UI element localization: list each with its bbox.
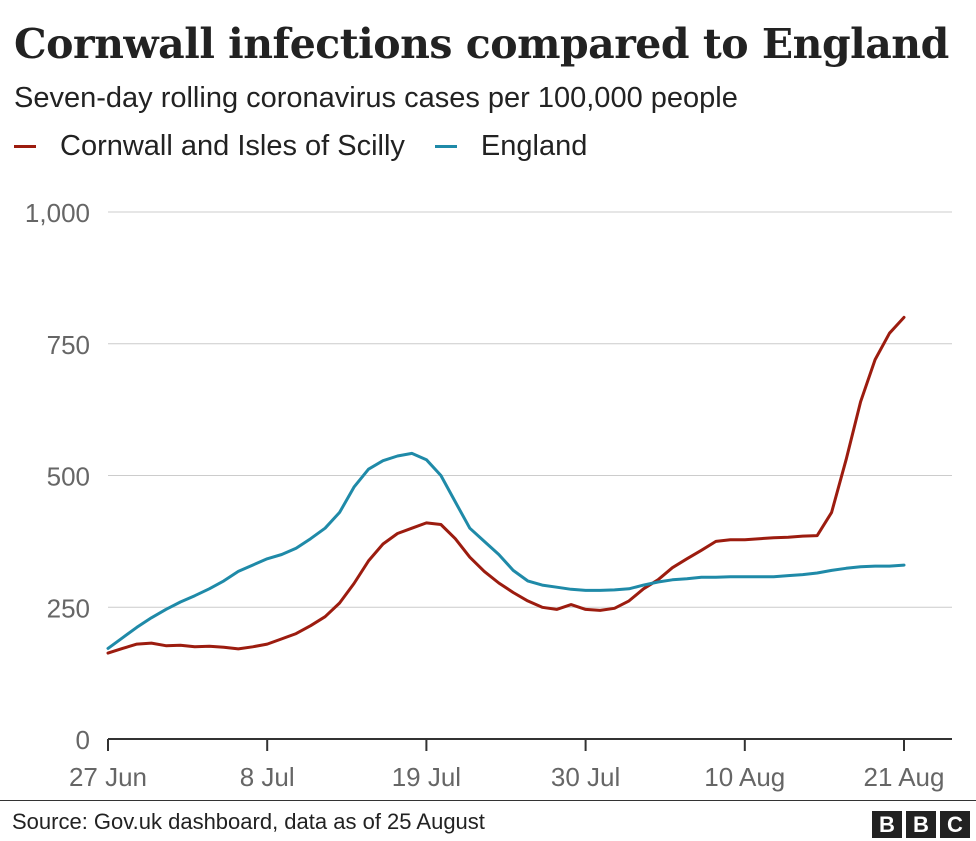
chart-legend: Cornwall and Isles of Scilly England xyxy=(14,130,617,163)
y-tick-label: 500 xyxy=(47,462,90,492)
y-tick-label: 250 xyxy=(47,593,90,623)
footer: Source: Gov.uk dashboard, data as of 25 … xyxy=(0,800,976,841)
x-tick-label: 30 Jul xyxy=(551,762,620,792)
legend-label-england: England xyxy=(480,130,588,162)
x-tick-label: 19 Jul xyxy=(392,762,461,792)
line-chart: 0 250 500 750 1,000 27 Jun 8 Jul 19 Jul 30 Jul 10… xyxy=(25,198,952,792)
y-tick-label: 0 xyxy=(76,725,90,755)
x-tick-label: 10 Aug xyxy=(704,762,785,792)
series-line-england xyxy=(106,451,906,650)
x-tick-label: 21 Aug xyxy=(864,762,945,792)
bbc-logo-letter: B xyxy=(906,811,936,838)
bbc-logo-letter: C xyxy=(940,811,970,838)
bbc-logo-letter: B xyxy=(872,811,902,838)
y-tick-label: 1,000 xyxy=(25,198,90,228)
legend-swatch-england xyxy=(434,145,457,148)
legend-label-cornwall: Cornwall and Isles of Scilly xyxy=(60,130,405,162)
y-tick-label: 750 xyxy=(47,330,90,360)
x-tick-label: 8 Jul xyxy=(240,762,295,792)
source-note: Source: Gov.uk dashboard, data as of 25 … xyxy=(12,809,485,834)
chart-title: Cornwall infections compared to England xyxy=(14,20,949,68)
bbc-logo: B B C xyxy=(872,811,970,838)
x-tick-label: 27 Jun xyxy=(69,762,147,792)
legend-item-cornwall: Cornwall and Isles of Scilly xyxy=(14,130,405,163)
chart-subtitle: Seven-day rolling coronavirus cases per … xyxy=(14,82,738,114)
legend-swatch-cornwall xyxy=(14,145,36,148)
legend-item-england: England xyxy=(434,130,588,163)
series-line-cornwall xyxy=(106,315,906,655)
